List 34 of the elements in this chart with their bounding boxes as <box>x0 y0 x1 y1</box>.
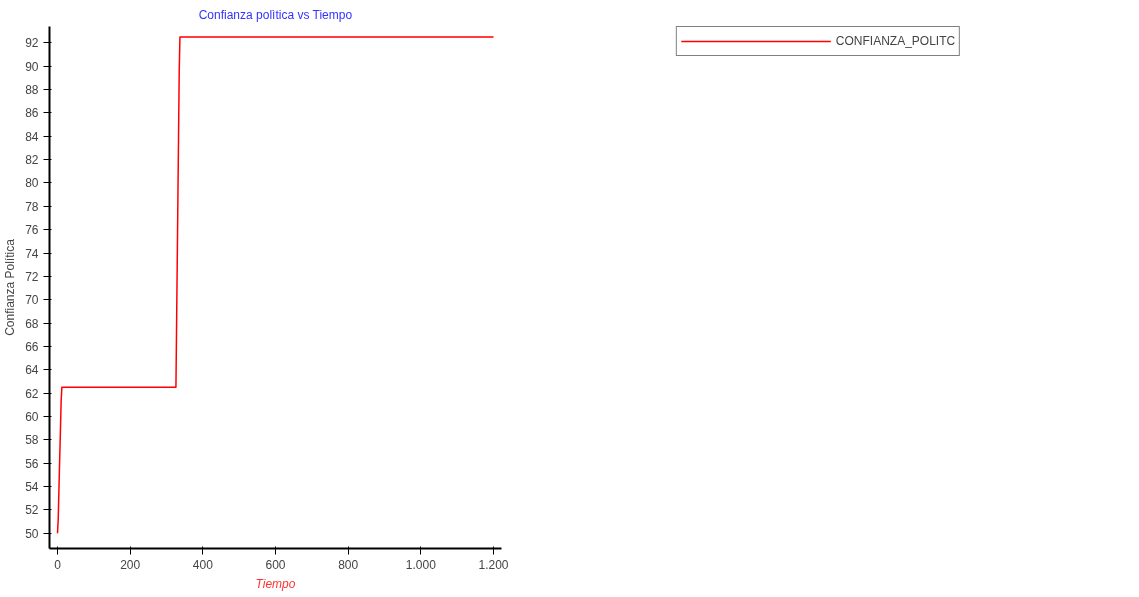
chart-title: Confianza polìtica vs Tiempo <box>198 7 353 22</box>
y-tick-label: 84 <box>25 129 39 144</box>
x-tick-label: 0 <box>54 557 62 572</box>
y-tick-label: 70 <box>25 293 39 308</box>
y-tick-label: 50 <box>25 526 39 541</box>
y-tick-label: 76 <box>25 223 39 238</box>
y-tick-label: 88 <box>25 83 39 98</box>
y-tick-label: 80 <box>25 176 39 191</box>
y-tick-label: 60 <box>25 410 39 425</box>
y-tick-label: 78 <box>25 199 39 214</box>
y-tick-label: 68 <box>25 316 39 331</box>
y-tick-label: 74 <box>25 246 39 261</box>
y-tick-label: 54 <box>25 480 39 495</box>
y-tick-label: 72 <box>25 269 39 284</box>
x-tick-label: 400 <box>192 557 214 572</box>
line-series <box>56 36 495 535</box>
x-tick-label: 600 <box>265 557 286 572</box>
y-tick-label: 64 <box>25 363 39 378</box>
x-tick-label: 200 <box>120 557 141 572</box>
x-tick-label: 800 <box>338 557 359 572</box>
x-axis-title: Tiempo <box>255 576 296 591</box>
y-tick-label: 58 <box>25 433 39 448</box>
y-tick-label: 56 <box>25 456 39 471</box>
y-tick-label: 92 <box>25 36 39 51</box>
x-tick-label: 1.200 <box>478 557 509 572</box>
y-tick-label: 90 <box>25 59 39 74</box>
text: CONFIANZA_POLITC <box>835 34 956 48</box>
y-tick-label: 62 <box>25 386 39 401</box>
y-tick-label: 52 <box>25 503 39 518</box>
x-tick-label: 1.000 <box>405 557 437 572</box>
y-tick-label: 86 <box>25 106 39 121</box>
y-tick-label: 82 <box>25 153 39 168</box>
y-axis-title: Confianza Política <box>3 238 18 336</box>
y-tick-label: 66 <box>25 339 39 354</box>
